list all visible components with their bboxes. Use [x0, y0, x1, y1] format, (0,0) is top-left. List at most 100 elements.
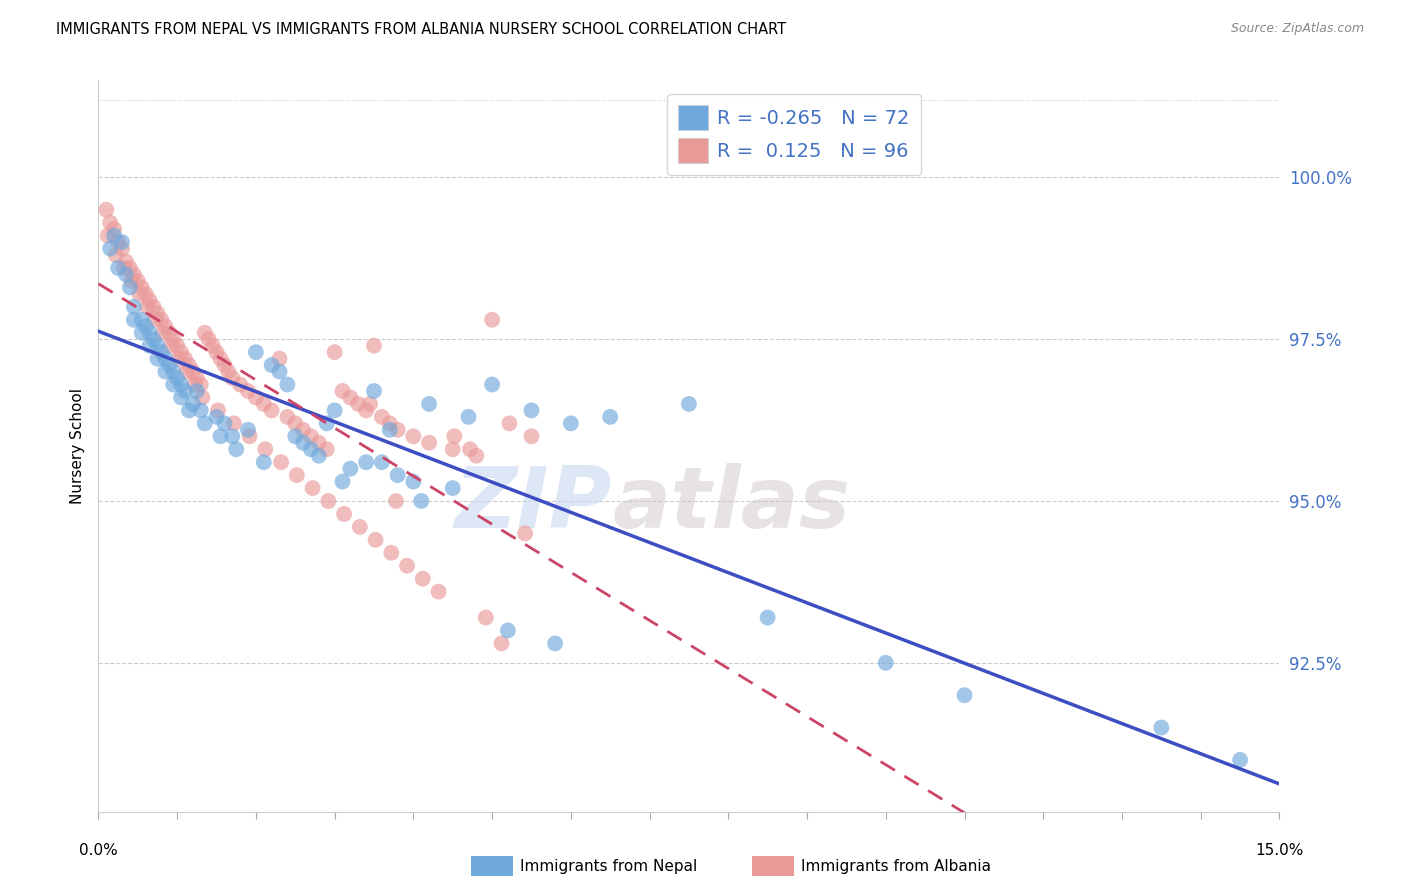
Point [150, 345, 173, 359]
Point [465, 449, 488, 463]
Point [371, 409, 394, 424]
Point [245, 391, 267, 405]
Text: Immigrants from Nepal: Immigrants from Nepal [520, 859, 697, 873]
Point [276, 409, 298, 424]
Point [292, 423, 315, 437]
Point [135, 319, 157, 334]
Point [378, 417, 401, 431]
Point [104, 248, 127, 262]
Point [225, 442, 247, 457]
Point [363, 384, 385, 398]
Point [205, 345, 228, 359]
Point [269, 365, 291, 379]
Point [162, 365, 184, 379]
Point [385, 494, 408, 508]
Point [138, 326, 160, 340]
Point [138, 339, 160, 353]
Point [236, 423, 259, 437]
Point [520, 429, 543, 443]
Point [292, 435, 315, 450]
Point [146, 339, 169, 353]
Point [162, 377, 184, 392]
Point [98, 242, 121, 256]
Point [412, 572, 434, 586]
Point [167, 351, 190, 366]
Point [122, 300, 145, 314]
Point [239, 429, 262, 443]
Point [112, 260, 135, 275]
Legend: R = -0.265   N = 72, R =  0.125   N = 96: R = -0.265 N = 72, R = 0.125 N = 96 [666, 94, 921, 175]
Point [201, 339, 224, 353]
Point [378, 423, 401, 437]
Point [118, 280, 141, 294]
Point [354, 455, 377, 469]
Point [176, 365, 198, 379]
Point [205, 409, 228, 424]
Point [150, 312, 173, 326]
Point [599, 409, 621, 424]
Point [152, 326, 174, 340]
Point [136, 300, 159, 314]
Point [98, 216, 121, 230]
Point [214, 417, 236, 431]
Point [260, 358, 283, 372]
Point [364, 533, 387, 547]
Point [138, 293, 160, 308]
Point [333, 507, 356, 521]
Point [308, 435, 330, 450]
Point [229, 377, 252, 392]
Point [260, 403, 283, 417]
Point [177, 358, 200, 372]
Point [443, 429, 465, 443]
Point [194, 417, 217, 431]
Point [402, 429, 425, 443]
Point [122, 268, 145, 282]
Point [402, 475, 425, 489]
Point [118, 260, 141, 275]
Point [270, 455, 292, 469]
Point [441, 442, 464, 457]
Point [170, 345, 193, 359]
Point [155, 319, 177, 334]
Point [315, 417, 337, 431]
Point [284, 417, 307, 431]
Point [308, 449, 330, 463]
Point [354, 403, 377, 417]
Text: Immigrants from Albania: Immigrants from Albania [801, 859, 991, 873]
Point [160, 339, 183, 353]
Point [128, 286, 150, 301]
Point [515, 526, 537, 541]
Point [276, 377, 298, 392]
Point [142, 300, 165, 314]
Point [475, 610, 498, 624]
Point [254, 442, 277, 457]
Point [285, 468, 308, 483]
Point [155, 351, 177, 366]
Point [323, 403, 346, 417]
Point [678, 397, 700, 411]
Point [107, 235, 129, 249]
Point [209, 429, 232, 443]
Text: atlas: atlas [612, 463, 851, 546]
Point [107, 260, 129, 275]
Point [222, 417, 245, 431]
Text: ZIP: ZIP [454, 463, 612, 546]
Point [181, 397, 204, 411]
Point [332, 384, 354, 398]
Point [347, 397, 370, 411]
Point [315, 442, 337, 457]
Point [875, 656, 897, 670]
Point [560, 417, 582, 431]
Point [146, 306, 169, 320]
Point [380, 546, 402, 560]
Point [418, 397, 440, 411]
Point [214, 358, 236, 372]
Point [162, 332, 184, 346]
Point [349, 520, 371, 534]
Point [457, 409, 479, 424]
Point [146, 351, 169, 366]
Text: 15.0%: 15.0% [1256, 843, 1303, 858]
Point [177, 403, 200, 417]
Point [115, 254, 138, 268]
Point [387, 468, 409, 483]
